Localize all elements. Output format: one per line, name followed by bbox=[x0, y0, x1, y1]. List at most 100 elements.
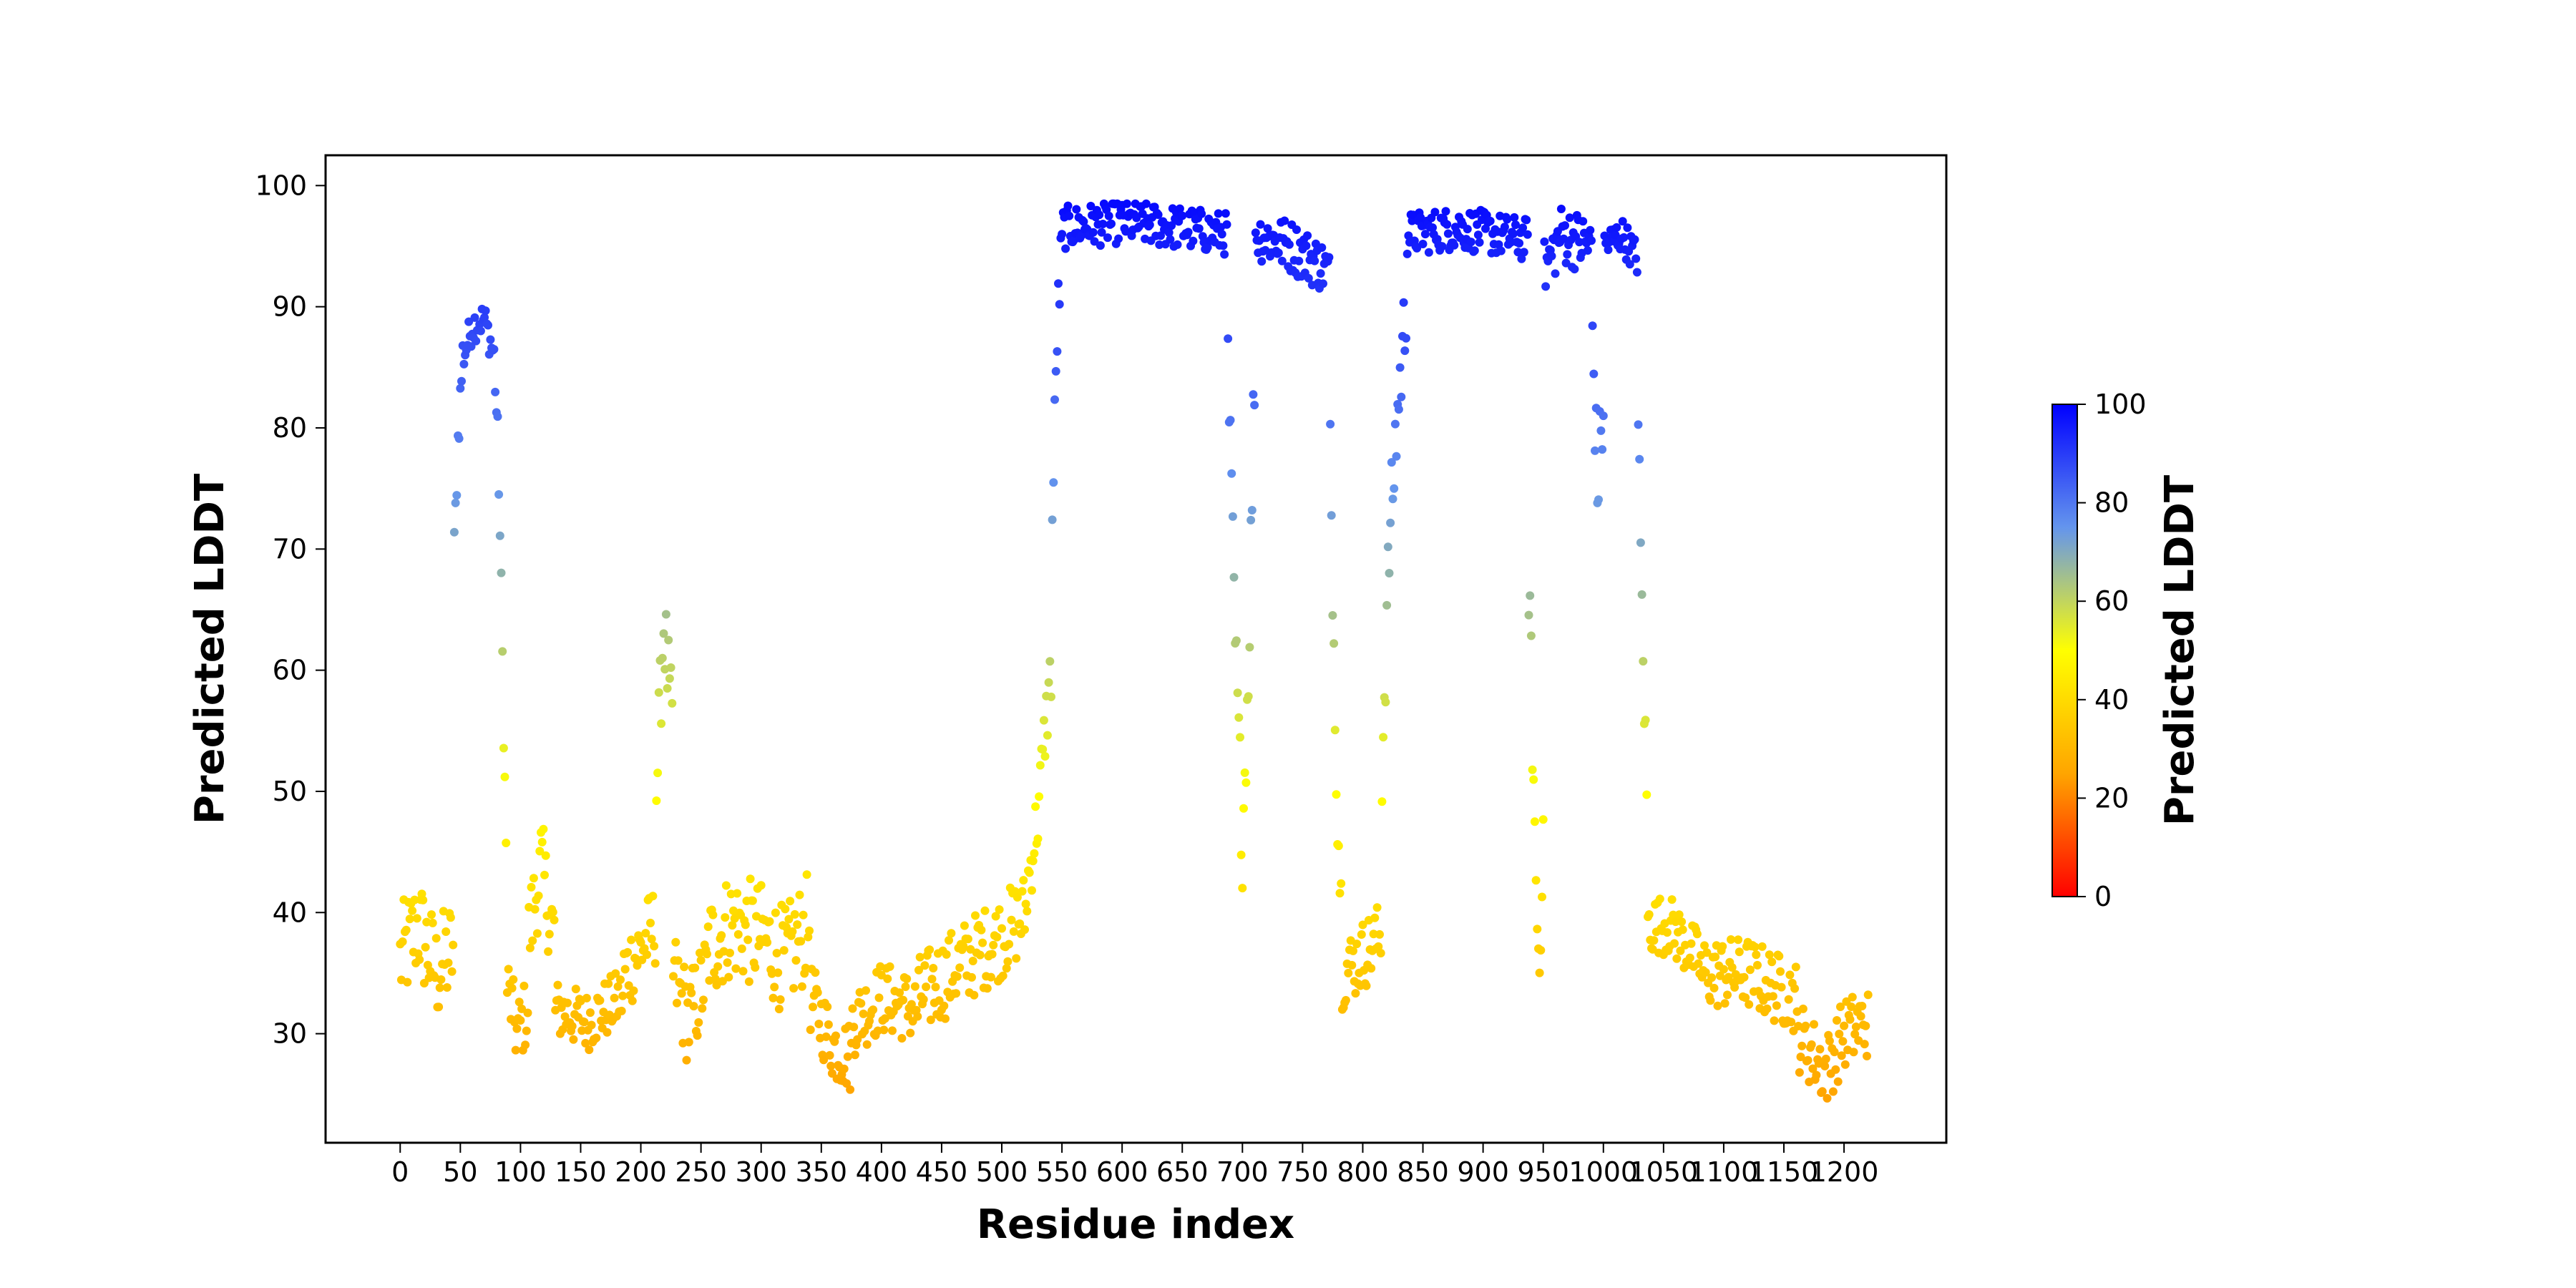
data-point bbox=[821, 1032, 831, 1041]
data-point bbox=[1240, 768, 1249, 777]
data-point bbox=[784, 914, 794, 924]
data-point bbox=[895, 988, 904, 997]
data-point bbox=[512, 1024, 522, 1033]
data-point bbox=[1310, 256, 1319, 265]
data-point bbox=[1559, 234, 1568, 243]
x-tick-label: 700 bbox=[1216, 1156, 1269, 1188]
data-point bbox=[901, 982, 910, 991]
data-point bbox=[1533, 924, 1542, 934]
data-point bbox=[1845, 1015, 1855, 1024]
data-point bbox=[1292, 225, 1301, 234]
data-point bbox=[1302, 241, 1311, 250]
data-point bbox=[1734, 935, 1743, 945]
data-point bbox=[1858, 1002, 1867, 1010]
data-point bbox=[703, 950, 711, 959]
data-point bbox=[1637, 590, 1646, 599]
data-point bbox=[687, 988, 696, 997]
data-point bbox=[1828, 1087, 1838, 1096]
data-point bbox=[447, 967, 457, 976]
y-tick-label: 100 bbox=[255, 170, 307, 201]
data-point bbox=[728, 921, 737, 930]
data-point bbox=[1249, 390, 1258, 399]
data-point bbox=[1003, 957, 1013, 966]
data-point bbox=[1086, 202, 1096, 210]
data-point bbox=[514, 997, 524, 1007]
data-point bbox=[1175, 204, 1184, 213]
data-point bbox=[1088, 228, 1098, 237]
data-point bbox=[723, 958, 732, 967]
data-point bbox=[449, 940, 458, 950]
data-point bbox=[527, 882, 536, 892]
data-point bbox=[694, 1018, 703, 1027]
colorbar-tick-label: 100 bbox=[2094, 389, 2147, 420]
data-point bbox=[1382, 600, 1392, 610]
data-point bbox=[1570, 265, 1579, 274]
data-point bbox=[796, 937, 806, 946]
data-point bbox=[1526, 631, 1536, 640]
data-point bbox=[1019, 876, 1028, 885]
data-point bbox=[1535, 968, 1544, 977]
data-point bbox=[846, 1085, 855, 1094]
data-point bbox=[1424, 248, 1433, 257]
data-point bbox=[1203, 243, 1212, 252]
data-point bbox=[1636, 538, 1645, 547]
data-point bbox=[793, 920, 802, 930]
data-point bbox=[1833, 1016, 1841, 1025]
y-tick-label: 70 bbox=[273, 533, 307, 565]
data-point bbox=[756, 881, 766, 890]
data-point bbox=[535, 847, 545, 856]
data-point bbox=[1863, 990, 1873, 1000]
data-point bbox=[1063, 201, 1073, 210]
data-point bbox=[763, 938, 772, 947]
data-point bbox=[1655, 894, 1664, 904]
data-point bbox=[1700, 941, 1709, 950]
data-point bbox=[1381, 698, 1390, 707]
data-point bbox=[653, 769, 663, 778]
data-point bbox=[737, 944, 746, 953]
data-point bbox=[1837, 1051, 1846, 1060]
data-point bbox=[786, 897, 795, 906]
data-point bbox=[1077, 231, 1085, 240]
data-point bbox=[1443, 220, 1452, 229]
data-point bbox=[1598, 445, 1607, 454]
data-point bbox=[1541, 282, 1551, 291]
data-point bbox=[1823, 1093, 1832, 1103]
data-point bbox=[1831, 1065, 1840, 1074]
data-point bbox=[1247, 506, 1257, 514]
data-point bbox=[831, 1031, 840, 1040]
data-point bbox=[1767, 957, 1777, 967]
colorbar-tick-label: 60 bbox=[2094, 585, 2129, 617]
data-point bbox=[1121, 227, 1131, 236]
data-point bbox=[1256, 220, 1265, 229]
data-point bbox=[534, 891, 543, 900]
data-point bbox=[481, 306, 490, 316]
data-point bbox=[1347, 960, 1357, 970]
data-point bbox=[1103, 233, 1112, 243]
x-tick-label: 1200 bbox=[1810, 1156, 1879, 1188]
data-point bbox=[652, 796, 661, 805]
data-point bbox=[680, 962, 689, 972]
x-tick-label: 900 bbox=[1457, 1156, 1509, 1188]
data-point bbox=[444, 958, 453, 967]
data-point bbox=[585, 1045, 594, 1055]
data-point bbox=[684, 1038, 693, 1047]
data-point bbox=[1496, 246, 1506, 255]
data-point bbox=[1043, 731, 1052, 740]
data-point bbox=[604, 979, 613, 988]
data-point bbox=[1332, 790, 1341, 799]
data-point bbox=[1798, 1004, 1807, 1013]
data-point bbox=[1662, 928, 1672, 937]
data-point bbox=[738, 967, 748, 976]
data-point bbox=[1400, 346, 1410, 356]
data-point bbox=[1399, 298, 1408, 307]
data-point bbox=[427, 910, 436, 919]
data-point bbox=[1777, 982, 1786, 992]
data-point bbox=[696, 956, 706, 965]
data-point bbox=[795, 890, 804, 899]
data-point bbox=[1376, 949, 1385, 957]
data-point bbox=[582, 993, 591, 1002]
data-point bbox=[1674, 910, 1684, 919]
data-point bbox=[799, 910, 808, 919]
x-tick-label: 250 bbox=[675, 1156, 727, 1188]
data-point bbox=[952, 972, 962, 981]
